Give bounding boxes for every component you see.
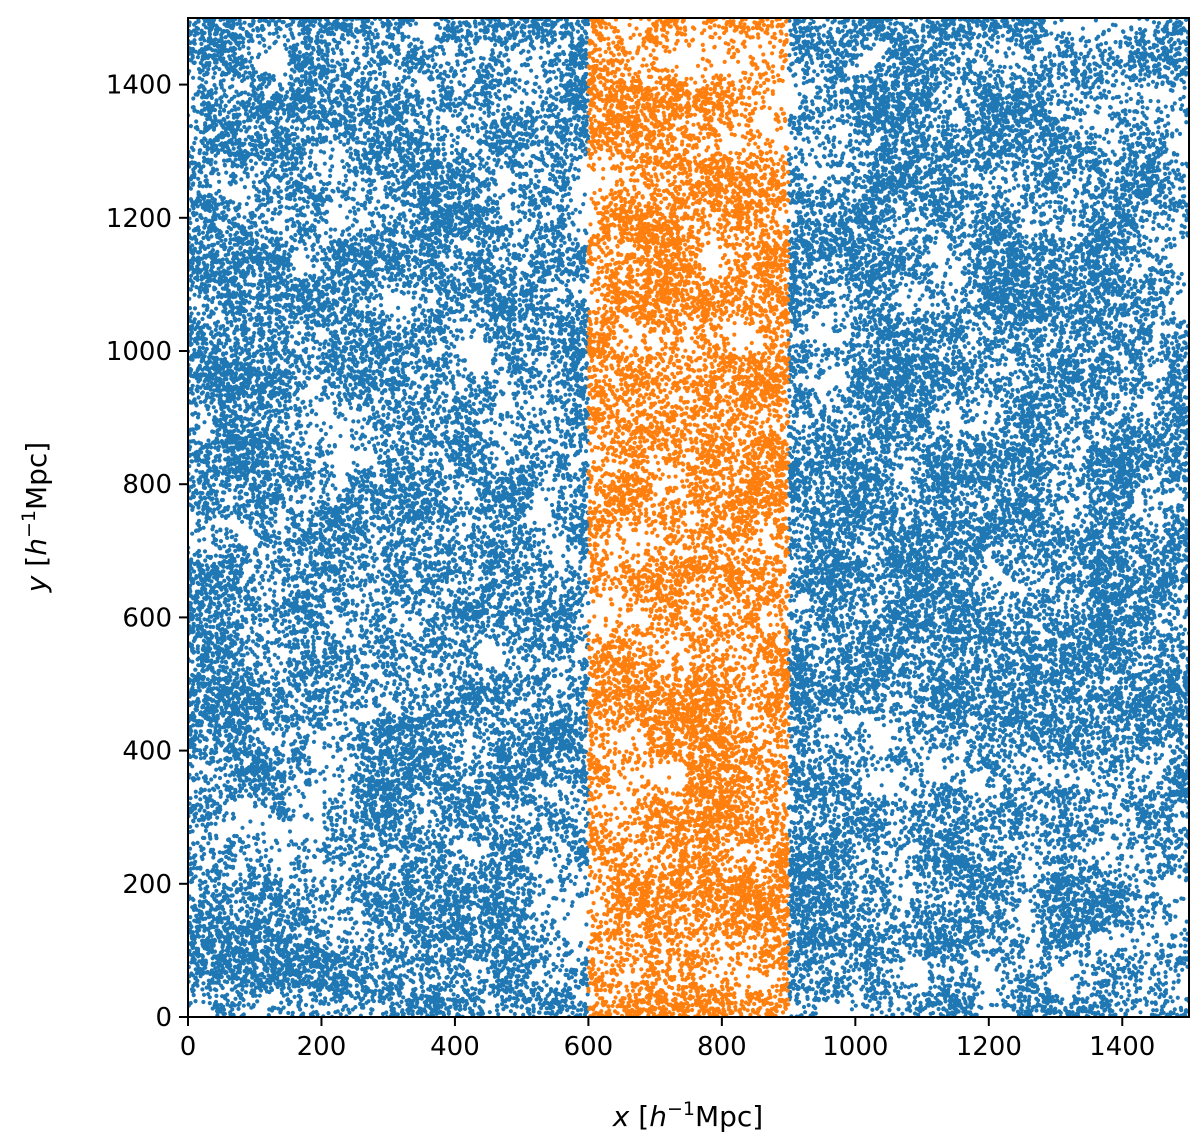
- y-tick-label: 1200: [106, 204, 172, 234]
- x-tick-label: 0: [180, 1032, 197, 1062]
- x-tick-label: 800: [697, 1032, 747, 1062]
- x-tick-label: 400: [430, 1032, 480, 1062]
- y-tick-label: 1400: [106, 71, 172, 101]
- x-axis-label: x [h−1Mpc]: [612, 1098, 763, 1133]
- x-tick-label: 1200: [956, 1032, 1022, 1062]
- x-tick-label: 200: [297, 1032, 347, 1062]
- y-tick-label: 800: [122, 470, 172, 500]
- y-axis-label: y [h−1Mpc]: [18, 442, 53, 593]
- y-tick-label: 200: [122, 870, 172, 900]
- y-tick-label: 600: [122, 603, 172, 633]
- x-tick-label: 1400: [1089, 1032, 1155, 1062]
- y-tick-label: 0: [155, 1003, 172, 1033]
- x-tick-label: 1000: [822, 1032, 888, 1062]
- x-tick-label: 600: [564, 1032, 614, 1062]
- y-tick-label: 1000: [106, 337, 172, 367]
- y-tick-label: 400: [122, 737, 172, 767]
